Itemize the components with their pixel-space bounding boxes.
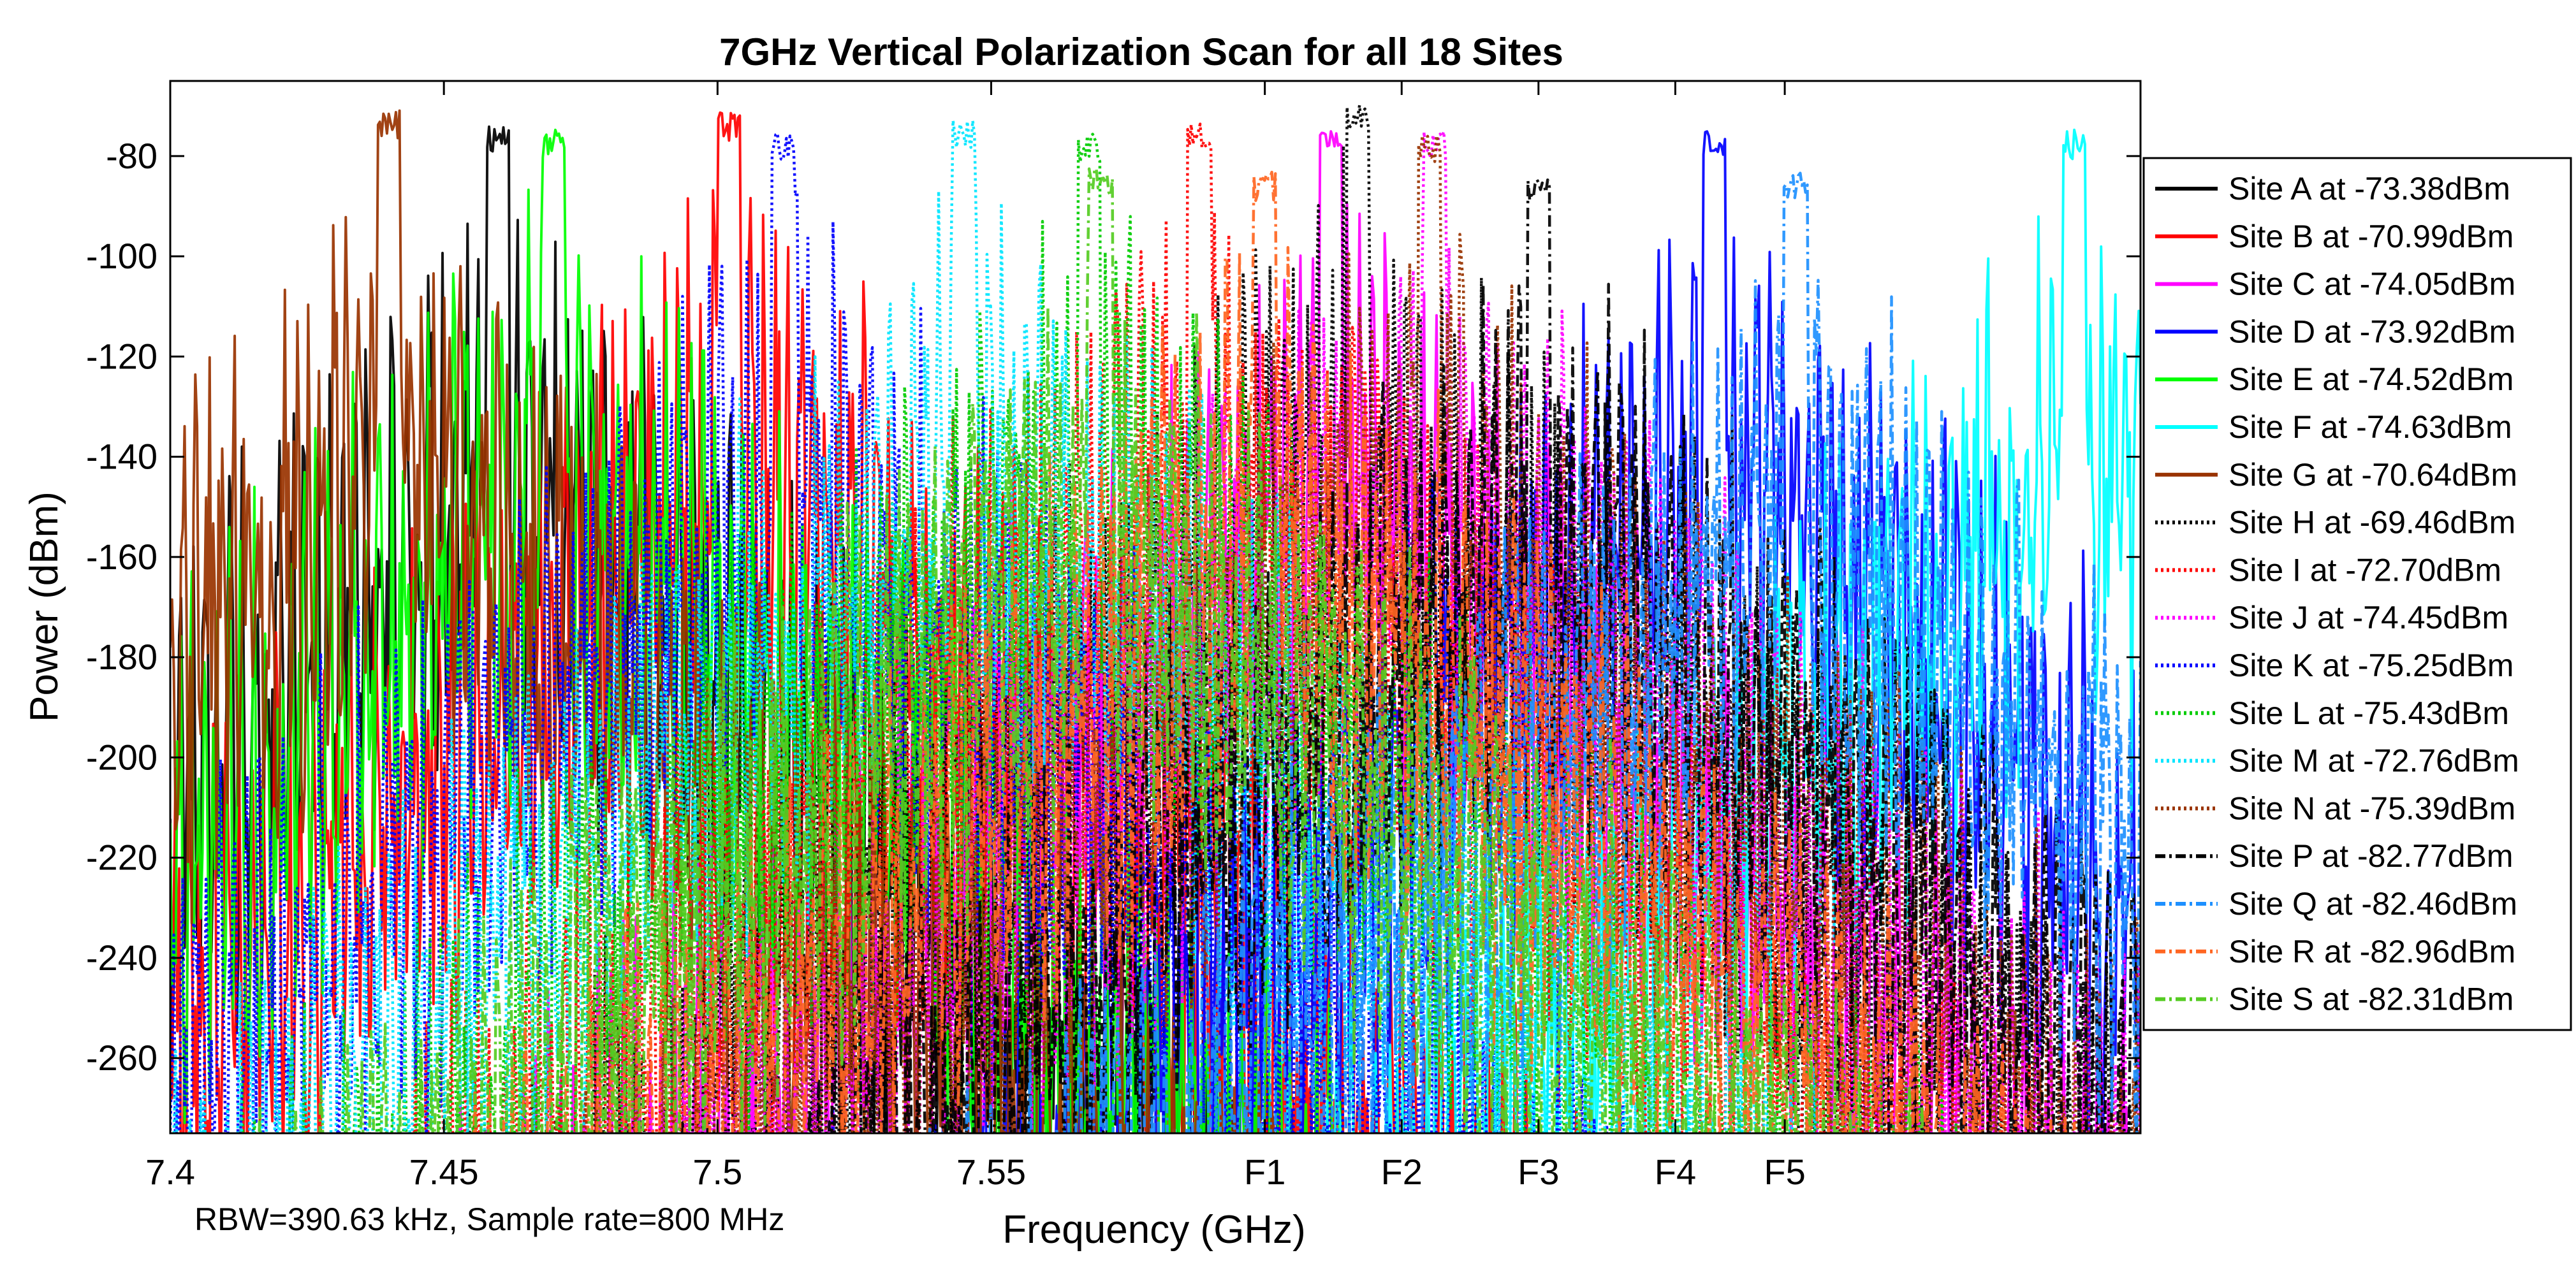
series-line: [472, 170, 2076, 1133]
series-line: [258, 166, 1924, 1133]
series-layer: [170, 103, 2141, 1133]
x-tick-label: F1: [1244, 1152, 1285, 1192]
legend-label: Site F at -74.63dBm: [2228, 409, 2512, 445]
series-line: [548, 130, 2141, 1133]
x-axis-label: Frequency (GHz): [1002, 1208, 1305, 1252]
legend-label: Site C at -74.05dBm: [2228, 266, 2515, 302]
y-tick-label: -240: [86, 938, 157, 978]
series-line: [170, 109, 1275, 1133]
x-tick-label: F4: [1655, 1152, 1696, 1192]
legend-label: Site M at -72.76dBm: [2228, 743, 2519, 779]
y-tick-label: -260: [86, 1038, 157, 1078]
y-tick-label: -200: [86, 737, 157, 777]
y-tick-label: -140: [86, 437, 157, 477]
legend-label: Site A at -73.38dBm: [2228, 171, 2510, 207]
y-tick-label: -180: [86, 637, 157, 677]
legend-label: Site D at -73.92dBm: [2228, 314, 2515, 349]
y-tick-label: -220: [86, 838, 157, 878]
legend-label: Site I at -72.70dBm: [2228, 552, 2501, 588]
x-axis: 7.4 7.45 7.5 7.55 F1 F2 F3 F4 F5: [145, 81, 1806, 1192]
y-axis: -80 -100 -120 -140 -160 -180 -200 -220 -240 -260: [86, 136, 2141, 1078]
legend-label: Site L at -75.43dBm: [2228, 695, 2509, 731]
legend-label: Site E at -74.52dBm: [2228, 361, 2514, 397]
x-tick-label: 7.55: [956, 1152, 1026, 1192]
legend-label: Site G at -70.64dBm: [2228, 457, 2517, 493]
legend: Site A at -73.38dBm Site B at -70.99dBm Si…: [2142, 157, 2572, 1031]
y-tick-label: -160: [86, 537, 157, 577]
series-line: [170, 131, 1625, 1133]
y-tick-label: -120: [86, 336, 157, 376]
chart-title: 7GHz Vertical Polarization Scan for all …: [719, 31, 1563, 73]
x-tick-label: F3: [1518, 1152, 1559, 1192]
y-axis-label: Power (dBm): [22, 491, 66, 722]
legend-label: Site Q at -82.46dBm: [2228, 886, 2517, 922]
x-tick-label: F2: [1381, 1152, 1423, 1192]
legend-label: Site K at -75.25dBm: [2228, 648, 2514, 683]
plot-area: [170, 81, 2141, 1133]
x-tick-label: 7.4: [145, 1152, 195, 1192]
legend-label: Site P at -82.77dBm: [2228, 838, 2514, 874]
legend-label: Site H at -69.46dBm: [2228, 505, 2515, 540]
series-line: [928, 171, 2141, 1133]
legend-label: Site J at -74.45dBm: [2228, 600, 2508, 635]
plot-frame: [169, 80, 2142, 1135]
rbw-annotation: RBW=390.63 kHz, Sample rate=800 MHz: [194, 1201, 784, 1237]
x-tick-label: F5: [1764, 1152, 1805, 1192]
y-tick-label: -80: [106, 136, 157, 176]
legend-label: Site N at -75.39dBm: [2228, 790, 2515, 826]
series-line: [1173, 128, 2141, 1133]
y-tick-label: -100: [86, 236, 157, 276]
legend-label: Site S at -82.31dBm: [2228, 982, 2514, 1017]
legend-label: Site B at -70.99dBm: [2228, 219, 2514, 254]
legend-label: Site R at -82.96dBm: [2228, 934, 2515, 969]
legend-box: [2142, 157, 2572, 1031]
x-tick-label: 7.45: [409, 1152, 479, 1192]
x-tick-label: 7.5: [692, 1152, 742, 1192]
